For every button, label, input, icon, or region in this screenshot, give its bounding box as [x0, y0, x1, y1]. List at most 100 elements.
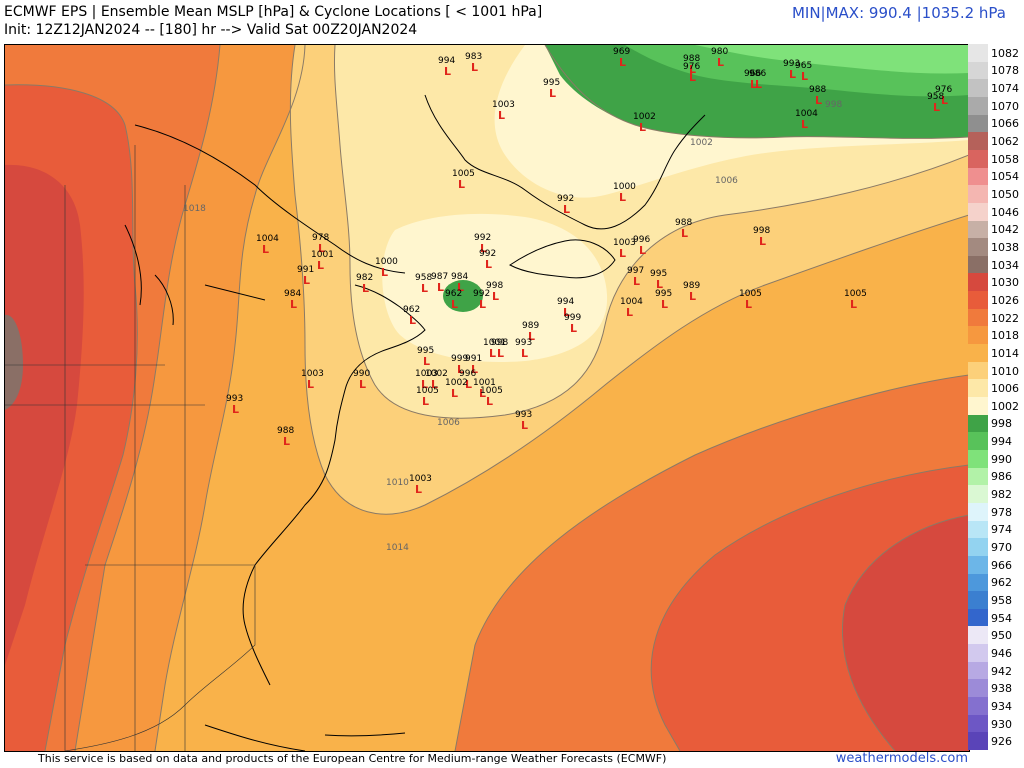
isobar-1018-east [454, 374, 969, 751]
cyclone-pressure-label: 1005 [480, 386, 503, 396]
cyclone-l-icon: L [451, 387, 458, 400]
legend-label: 1066 [991, 117, 1019, 131]
cyclone-pressure-label: 978 [312, 233, 329, 243]
legend-swatch [968, 114, 988, 133]
cyclone-pressure-label: 995 [650, 269, 667, 279]
legend-swatch [968, 679, 988, 698]
cyclone-pressure-label: 984 [284, 289, 301, 299]
coastline-east-us [242, 284, 426, 686]
cyclone-l-icon: L [656, 278, 663, 291]
caribbean-islands [204, 724, 406, 751]
cyclone-l-icon: L [549, 87, 556, 100]
cyclone-pressure-label: 998 [491, 338, 508, 348]
cyclone-pressure-label: 1001 [473, 378, 496, 388]
legend-swatch [968, 414, 988, 433]
legend-label: 930 [991, 717, 1012, 731]
legend-swatch [968, 79, 988, 98]
cyclone-pressure-label: 992 [557, 194, 574, 204]
cyclone-pressure-label: 996 [633, 235, 650, 245]
legend-swatch [968, 591, 988, 610]
legend-swatch [968, 361, 988, 380]
cyclone-pressure-label: 976 [935, 85, 952, 95]
field-1034-west [5, 314, 23, 410]
cyclone-l-icon: L [457, 281, 464, 294]
cyclone-pressure-label: 984 [451, 272, 468, 282]
cyclone-l-icon: L [307, 378, 314, 391]
legend-swatch [968, 538, 988, 557]
cyclone-l-icon: L [492, 290, 499, 303]
legend-swatch [968, 149, 988, 169]
brand-link[interactable]: weathermodels.com [835, 751, 968, 766]
cyclone-l-icon: L [457, 363, 464, 376]
legend-label: 1030 [991, 276, 1019, 290]
legend-label: 966 [991, 558, 1012, 572]
coastline-north [424, 94, 706, 230]
gulf-coast [64, 564, 256, 751]
legend-label: 990 [991, 452, 1012, 466]
cyclone-pressure-label: 1005 [452, 169, 475, 179]
legend-label: 998 [991, 417, 1012, 431]
cyclone-pressure-label: 980 [711, 47, 728, 57]
cyclone-pressure-label: 989 [683, 281, 700, 291]
cyclone-l-icon: L [359, 378, 366, 391]
cyclone-l-icon: L [681, 227, 688, 240]
cyclone-l-icon: L [479, 387, 486, 400]
isobar-998 [544, 45, 969, 139]
cyclone-l-icon: L [444, 65, 451, 78]
cyclone-pressure-label: 992 [473, 289, 490, 299]
legend-swatch [968, 697, 988, 716]
isobar-label: 998 [825, 100, 842, 110]
isobar-label: 1006 [715, 176, 738, 186]
cyclone-pressure-label: 988 [675, 218, 692, 228]
isobar-1022-west [74, 45, 221, 751]
cyclone-l-icon: L [451, 298, 458, 311]
legend-label: 926 [991, 735, 1012, 749]
legend-label: 1070 [991, 99, 1019, 113]
cyclone-pressure-label: 1005 [739, 289, 762, 299]
cyclone-l-icon: L [423, 355, 430, 368]
legend-swatch [968, 555, 988, 574]
cyclone-l-icon: L [689, 71, 696, 84]
cyclone-l-icon: L [661, 298, 668, 311]
cyclone-l-icon: L [498, 109, 505, 122]
cyclone-pressure-label: 1004 [256, 234, 279, 244]
cyclone-pressure-label: 965 [795, 61, 812, 71]
cyclone-l-icon: L [415, 483, 422, 496]
legend-swatch [968, 255, 988, 274]
cyclone-pressure-label: 958 [927, 92, 944, 102]
cyclone-pressure-label: 966 [744, 69, 761, 79]
legend-swatch [968, 397, 988, 416]
cyclone-l-icon: L [465, 378, 472, 391]
legend-label: 1078 [991, 64, 1019, 78]
cyclone-l-icon: L [480, 242, 487, 255]
cyclone-pressure-label: 988 [277, 426, 294, 436]
cyclone-pressure-label: 988 [683, 54, 700, 64]
legend-swatch [968, 220, 988, 239]
cyclone-pressure-label: 1001 [483, 338, 506, 348]
legend-label: 1022 [991, 311, 1019, 325]
min-max-readout: MIN|MAX: 990.4 |1035.2 hPa [791, 4, 1006, 22]
cyclone-pressure-label: 993 [226, 394, 243, 404]
legend-swatch [968, 644, 988, 663]
